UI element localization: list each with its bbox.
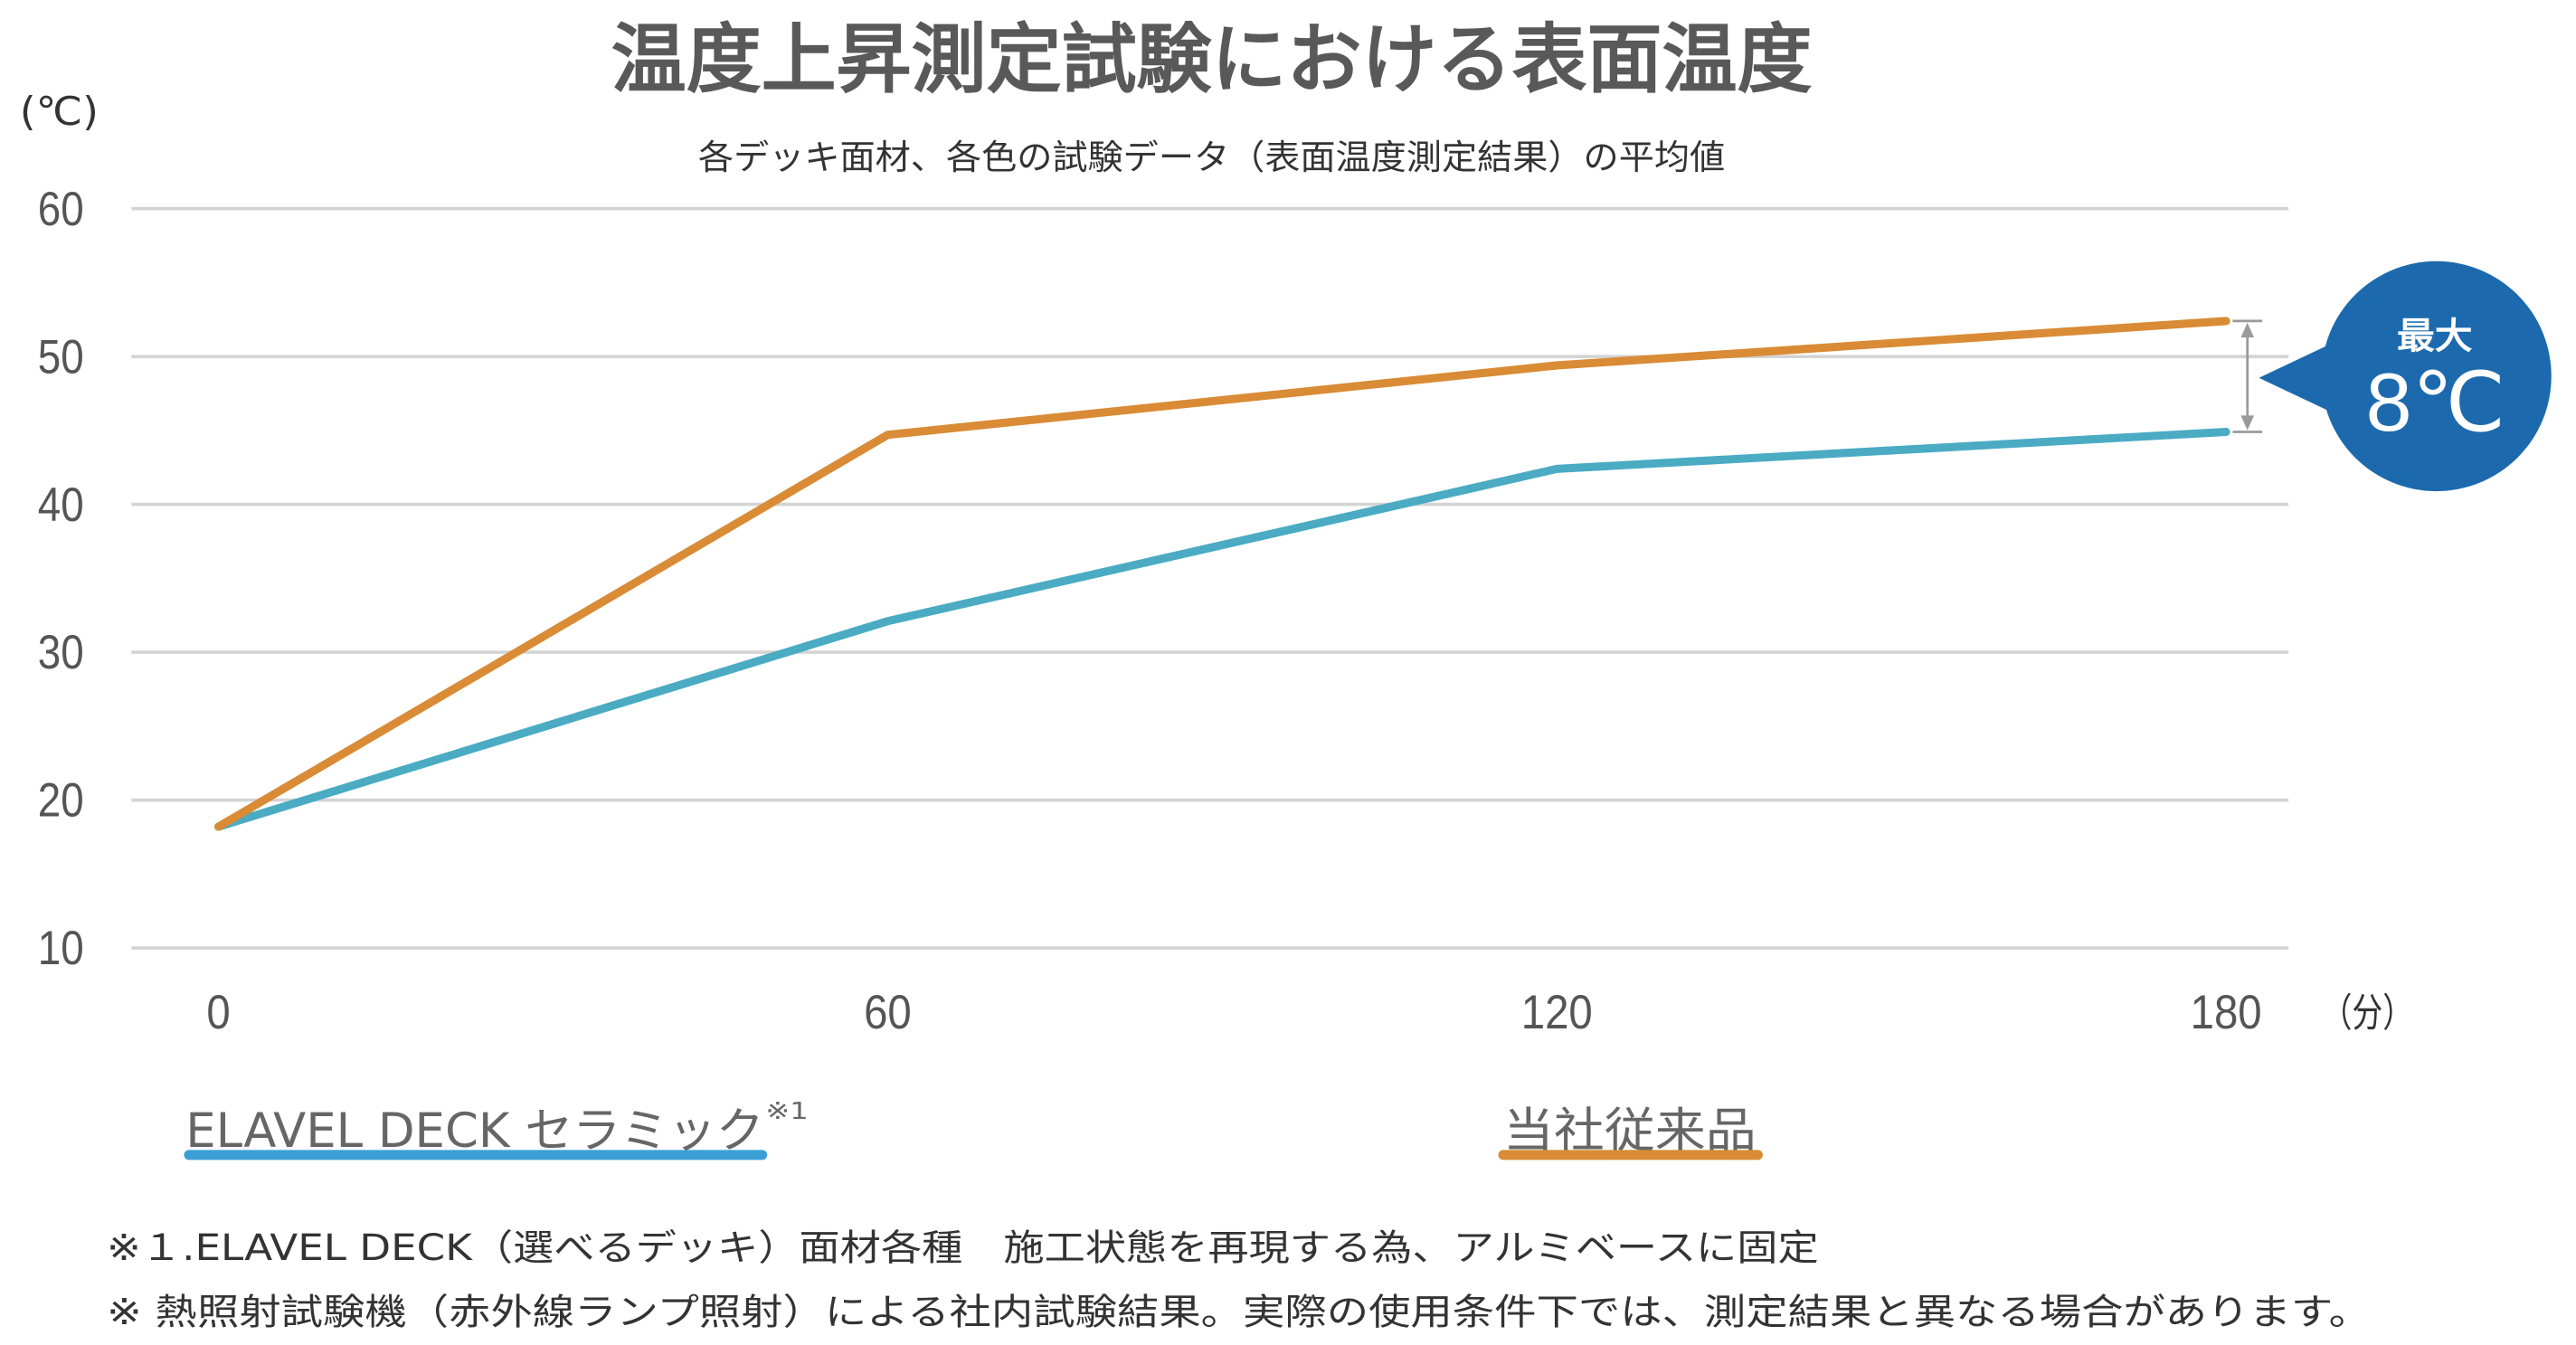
x-tick-label-0: 0 xyxy=(206,986,230,1039)
y-axis-tick-labels: 10 20 30 40 50 60 xyxy=(38,183,84,975)
legend-item-conventional-product: 当社従来品 xyxy=(1498,1103,1763,1160)
y-tick-label-20: 20 xyxy=(38,774,84,828)
bracket-arrow-up-icon xyxy=(2240,322,2254,338)
legend: ELAVEL DECK セラミック ※1 当社従来品 xyxy=(184,1097,1763,1160)
y-tick-label-50: 50 xyxy=(38,330,84,384)
max-difference-callout: 最大 8℃ xyxy=(2259,260,2552,492)
callout-label: 最大 xyxy=(2397,316,2473,357)
legend-label: 当社従来品 xyxy=(1503,1103,1757,1159)
callout-value: 8℃ xyxy=(2366,357,2505,449)
bracket-arrow-down-icon xyxy=(2240,415,2254,431)
y-axis-unit-label: (℃) xyxy=(20,90,99,135)
y-tick-label-60: 60 xyxy=(38,183,84,236)
legend-item-elavel-deck-ceramic: ELAVEL DECK セラミック ※1 xyxy=(184,1097,809,1160)
chart-subtitle: 各デッキ面材、各色の試験データ（表面温度測定結果）の平均値 xyxy=(698,137,1725,177)
legend-swatch xyxy=(1498,1150,1763,1160)
y-tick-label-10: 10 xyxy=(38,922,84,975)
series-line-conventional-product xyxy=(214,317,2230,831)
x-tick-label-180: 180 xyxy=(2191,986,2262,1039)
legend-footnote-mark: ※1 xyxy=(765,1097,808,1124)
difference-bracket xyxy=(2232,319,2263,433)
footnote-2: ※ 熱照射試験機（赤外線ランプ照射）による社内試験結果。実際の使用条件下では、測… xyxy=(107,1292,2371,1333)
series-line-elavel-deck-ceramic xyxy=(214,427,2230,831)
footnote-1: ※１.ELAVEL DECK（選べるデッキ）面材各種 施工状態を再現する為、アル… xyxy=(107,1227,1819,1269)
x-tick-label-60: 60 xyxy=(864,986,912,1039)
callout-circle xyxy=(2321,260,2552,492)
x-axis-unit-label: （分） xyxy=(2321,991,2413,1037)
gridlines xyxy=(131,206,2289,950)
x-axis-tick-labels: 0 60 120 180 xyxy=(206,986,2261,1039)
chart-title: 温度上昇測定試験における表面温度 xyxy=(611,14,1813,103)
y-tick-label-40: 40 xyxy=(38,478,84,532)
y-tick-label-30: 30 xyxy=(38,626,84,679)
legend-label: ELAVEL DECK セラミック xyxy=(185,1103,763,1159)
legend-swatch xyxy=(184,1150,768,1160)
x-tick-label-120: 120 xyxy=(1521,986,1593,1039)
series-lines xyxy=(214,317,2230,831)
